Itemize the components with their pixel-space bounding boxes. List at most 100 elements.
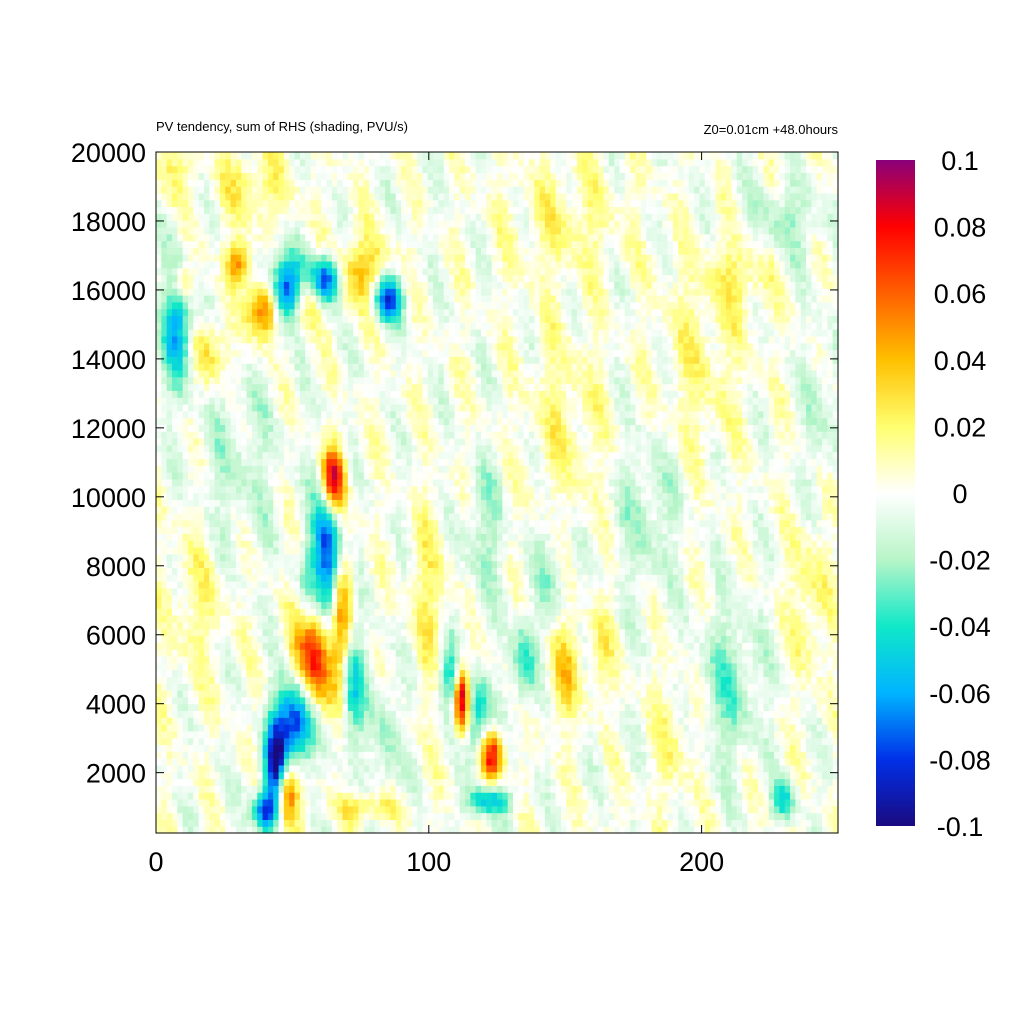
heatmap-cell — [465, 567, 471, 575]
heatmap-cell — [555, 744, 562, 752]
heatmap-cell — [294, 764, 301, 773]
heatmap-cell — [363, 805, 370, 814]
heatmap-cell — [630, 601, 637, 609]
heatmap-cell — [390, 635, 397, 643]
heatmap-cell — [182, 615, 189, 623]
heatmap-cell — [299, 758, 306, 766]
heatmap-cell — [800, 778, 807, 786]
heatmap-cell — [507, 826, 514, 834]
heatmap-cell — [688, 683, 695, 691]
heatmap-cell — [715, 730, 722, 739]
heatmap-cell — [267, 778, 274, 786]
heatmap-cell — [187, 615, 194, 623]
heatmap-cell — [438, 758, 445, 766]
heatmap-cell — [273, 601, 280, 609]
heatmap-cell — [395, 737, 402, 746]
heatmap-cell — [528, 826, 535, 834]
heatmap-cell — [342, 615, 349, 623]
heatmap-cell — [486, 649, 493, 657]
heatmap-cell — [763, 771, 770, 780]
heatmap-cell — [470, 724, 477, 732]
heatmap-cell — [827, 696, 834, 705]
heatmap-cell — [720, 730, 727, 739]
heatmap-cell — [459, 724, 466, 732]
heatmap-cell — [576, 574, 583, 582]
heatmap-cell — [171, 819, 178, 827]
heatmap-cell — [427, 764, 434, 773]
heatmap-cell — [379, 567, 386, 575]
heatmap-cell — [203, 819, 210, 827]
heatmap-cell — [353, 724, 360, 732]
heatmap-cell — [603, 642, 610, 650]
heatmap-cell — [704, 805, 711, 814]
heatmap-cell — [555, 642, 562, 650]
heatmap-cell — [630, 635, 637, 643]
heatmap-cell — [182, 812, 189, 820]
heatmap-cell — [214, 669, 221, 677]
heatmap-cell — [720, 621, 727, 630]
heatmap-cell — [827, 812, 834, 820]
heatmap-cell — [331, 785, 338, 793]
heatmap-cell — [747, 710, 754, 718]
heatmap-cell — [774, 798, 780, 807]
heatmap-cell — [401, 594, 408, 603]
heatmap-cell — [656, 792, 663, 800]
heatmap-cell — [209, 792, 216, 800]
heatmap-cell — [497, 737, 503, 746]
heatmap-cell — [678, 771, 685, 780]
heatmap-cell — [619, 778, 626, 786]
heatmap-cell — [800, 587, 807, 596]
heatmap-cell — [283, 621, 290, 630]
heatmap-cell — [465, 608, 471, 616]
heatmap-cell — [273, 805, 280, 814]
heatmap-cell — [267, 662, 274, 671]
heatmap-cell — [422, 608, 429, 616]
heatmap-cell — [187, 642, 194, 650]
heatmap-cell — [156, 581, 162, 589]
heatmap-cell — [672, 771, 679, 780]
heatmap-cell — [225, 710, 232, 718]
heatmap-cell — [337, 635, 344, 643]
heatmap-cell — [225, 696, 232, 705]
heatmap-cell — [283, 655, 290, 664]
heatmap-cell — [449, 812, 455, 820]
heatmap-cell — [598, 785, 605, 793]
heatmap-cell — [481, 594, 487, 603]
heatmap-cell — [832, 710, 839, 718]
heatmap-cell — [598, 608, 605, 616]
heatmap-cell — [704, 662, 711, 671]
heatmap-cell — [827, 710, 834, 718]
heatmap-cell — [651, 649, 658, 657]
heatmap-cell — [262, 621, 269, 630]
heatmap-cell — [608, 758, 615, 766]
heatmap-cell — [534, 649, 541, 657]
heatmap-cell — [331, 717, 338, 725]
heatmap-cell — [619, 703, 626, 712]
heatmap-cell — [299, 669, 306, 677]
heatmap-cell — [156, 819, 162, 827]
heatmap-cell — [337, 689, 344, 698]
heatmap-cell — [326, 717, 333, 725]
heatmap-cell — [512, 771, 519, 780]
heatmap-cell — [790, 594, 796, 603]
heatmap-cell — [518, 655, 525, 664]
heatmap-cell — [235, 805, 242, 814]
heatmap-cell — [417, 581, 424, 589]
heatmap-cell — [566, 826, 573, 834]
heatmap-cell — [560, 771, 567, 780]
heatmap-cell — [358, 805, 365, 814]
heatmap-cell — [747, 696, 754, 705]
heatmap-cell — [438, 696, 445, 705]
heatmap-cell — [337, 601, 344, 609]
heatmap-cell — [779, 778, 786, 786]
heatmap-cell — [491, 710, 498, 718]
heatmap-cell — [763, 669, 770, 677]
heatmap-cell — [816, 581, 823, 589]
heatmap-cell — [822, 621, 828, 630]
heatmap-cell — [321, 737, 328, 746]
heatmap-cell — [651, 703, 658, 712]
heatmap-cell — [544, 724, 551, 732]
heatmap-cell — [720, 751, 727, 759]
heatmap-cell — [822, 669, 828, 677]
heatmap-cell — [555, 730, 562, 739]
